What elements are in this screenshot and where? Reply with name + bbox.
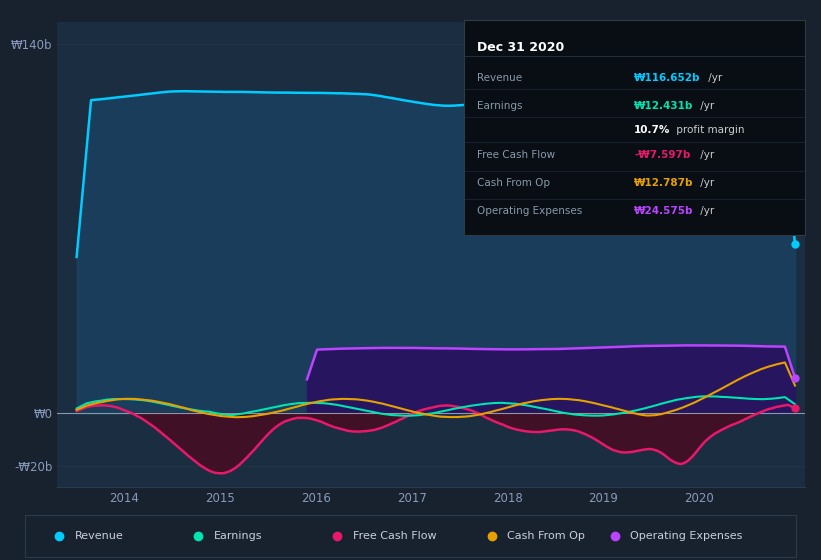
Text: -₩7.597b: -₩7.597b [635, 151, 690, 160]
Text: Cash From Op: Cash From Op [507, 531, 585, 541]
Text: profit margin: profit margin [673, 124, 745, 134]
Text: Operating Expenses: Operating Expenses [478, 207, 583, 217]
Text: 10.7%: 10.7% [635, 124, 671, 134]
Text: Dec 31 2020: Dec 31 2020 [478, 41, 565, 54]
Text: ₩12.431b: ₩12.431b [635, 101, 694, 111]
Text: ₩12.787b: ₩12.787b [635, 179, 694, 189]
Text: /yr: /yr [697, 179, 714, 189]
Text: /yr: /yr [704, 73, 722, 83]
Text: Revenue: Revenue [75, 531, 123, 541]
Text: ₩24.575b: ₩24.575b [635, 207, 694, 217]
Text: Earnings: Earnings [478, 101, 523, 111]
Text: Revenue: Revenue [478, 73, 523, 83]
Text: ₩116.652b: ₩116.652b [635, 73, 700, 83]
Text: /yr: /yr [697, 151, 714, 160]
Text: /yr: /yr [697, 101, 714, 111]
Text: Earnings: Earnings [213, 531, 262, 541]
Text: Operating Expenses: Operating Expenses [631, 531, 743, 541]
Text: Free Cash Flow: Free Cash Flow [353, 531, 436, 541]
Text: Cash From Op: Cash From Op [478, 179, 551, 189]
Text: /yr: /yr [697, 207, 714, 217]
Text: Free Cash Flow: Free Cash Flow [478, 151, 556, 160]
